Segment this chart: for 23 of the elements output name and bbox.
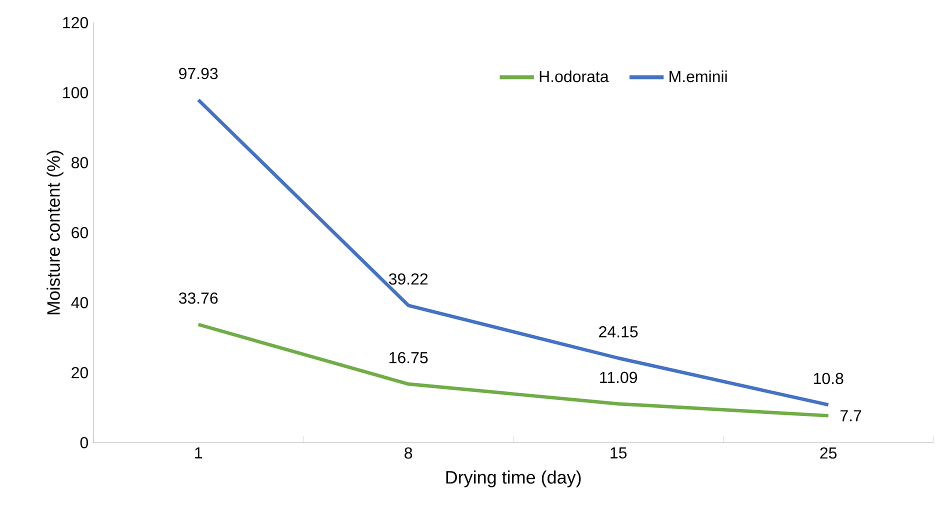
data-label: 7.7 <box>840 410 862 422</box>
legend-label: M.eminii <box>670 70 727 82</box>
y-tick-label: 60 <box>72 226 88 238</box>
y-tick-label: 40 <box>71 296 88 308</box>
data-label: 11.09 <box>600 372 637 384</box>
data-label: 16.75 <box>390 352 428 364</box>
data-label: 39.22 <box>388 273 428 285</box>
x-tick-label: 8 <box>404 447 412 459</box>
y-tick-label: 80 <box>72 156 88 168</box>
x-tick-label: 25 <box>820 447 837 459</box>
data-label: 10.8 <box>814 372 844 384</box>
legend-label: H.odorata <box>540 70 609 82</box>
y-tick-label: 20 <box>72 366 88 378</box>
y-tick-label: 0 <box>80 436 88 448</box>
y-tick-label: 120 <box>63 16 88 28</box>
data-label: 97.93 <box>179 68 218 80</box>
x-axis-title: Drying time (day) <box>446 470 581 488</box>
data-label: 33.76 <box>178 292 218 304</box>
data-label: 24.15 <box>599 326 638 338</box>
y-axis-title: Moisture content (%) <box>46 150 64 314</box>
x-tick-label: 1 <box>195 447 202 458</box>
y-tick-label: 100 <box>63 86 88 98</box>
x-tick-label: 15 <box>610 447 627 459</box>
